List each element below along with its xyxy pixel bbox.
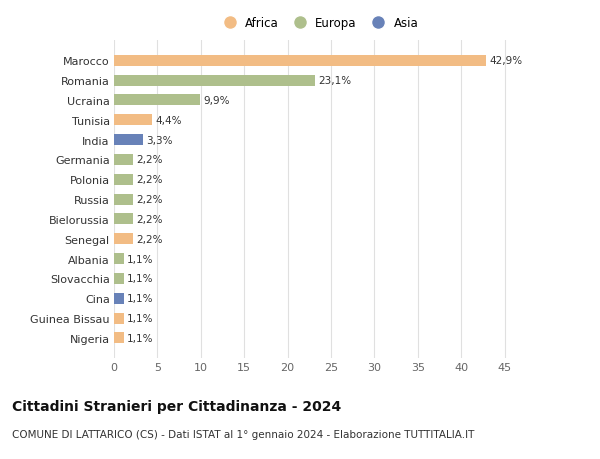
Bar (114, 174, 133, 185)
Bar (114, 135, 143, 146)
Text: 1,1%: 1,1% (127, 294, 154, 303)
Bar (114, 253, 124, 264)
Text: Cittadini Stranieri per Cittadinanza - 2024: Cittadini Stranieri per Cittadinanza - 2… (12, 399, 341, 413)
Text: 42,9%: 42,9% (490, 56, 523, 66)
Bar (114, 75, 314, 86)
Bar (114, 155, 133, 166)
Bar (114, 234, 133, 245)
Text: 4,4%: 4,4% (155, 116, 182, 125)
Bar (114, 333, 124, 344)
Text: 23,1%: 23,1% (318, 76, 351, 86)
Bar (114, 214, 133, 225)
Text: 1,1%: 1,1% (127, 274, 154, 284)
Bar (114, 194, 133, 205)
Text: 1,1%: 1,1% (127, 333, 154, 343)
Bar (114, 56, 487, 67)
Bar (114, 274, 124, 284)
Text: 2,2%: 2,2% (137, 175, 163, 185)
Text: 3,3%: 3,3% (146, 135, 173, 146)
Text: 2,2%: 2,2% (137, 195, 163, 205)
Text: 2,2%: 2,2% (137, 214, 163, 224)
Text: 1,1%: 1,1% (127, 254, 154, 264)
Bar (114, 115, 152, 126)
Text: COMUNE DI LATTARICO (CS) - Dati ISTAT al 1° gennaio 2024 - Elaborazione TUTTITAL: COMUNE DI LATTARICO (CS) - Dati ISTAT al… (12, 429, 475, 439)
Text: 2,2%: 2,2% (137, 234, 163, 244)
Text: 2,2%: 2,2% (137, 155, 163, 165)
Bar (114, 95, 200, 106)
Text: 9,9%: 9,9% (203, 96, 230, 106)
Legend: Africa, Europa, Asia: Africa, Europa, Asia (215, 15, 421, 32)
Bar (114, 293, 124, 304)
Text: 1,1%: 1,1% (127, 313, 154, 324)
Bar (114, 313, 124, 324)
